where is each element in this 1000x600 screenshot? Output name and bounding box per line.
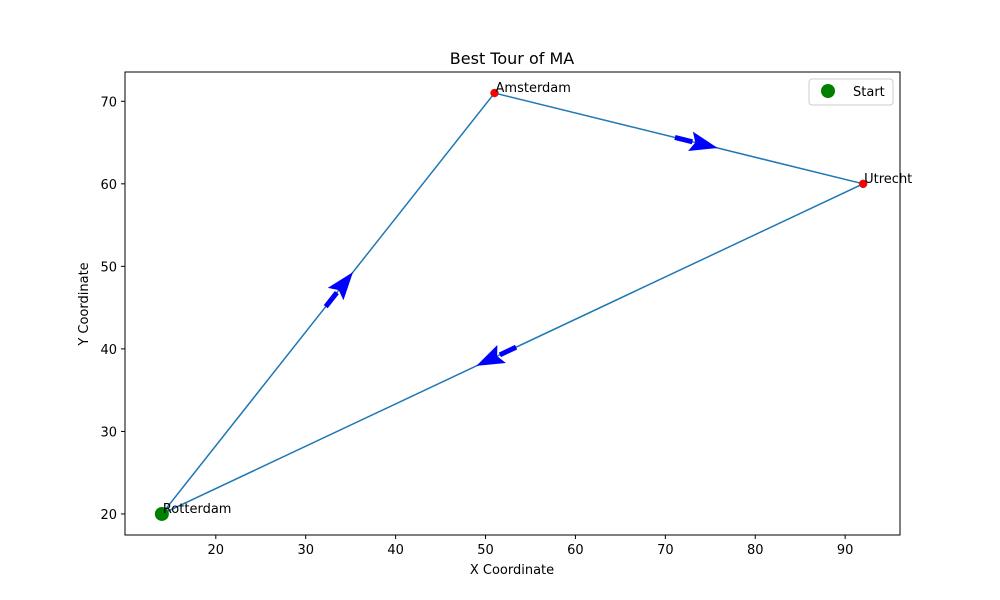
arrow-shaft — [498, 344, 518, 358]
axes-frame — [124, 71, 901, 536]
y-tick-label: 50 — [100, 260, 117, 275]
x-tick-label: 20 — [208, 543, 225, 558]
x-tick-label: 70 — [657, 543, 674, 558]
y-tick-label: 60 — [100, 178, 117, 193]
y-tick-label: 30 — [100, 425, 117, 440]
direction-arrow — [323, 272, 353, 309]
y-axis-ticks: 20 30 40 50 60 70 — [100, 95, 125, 523]
x-tick-label: 80 — [747, 543, 764, 558]
direction-arrow — [476, 344, 518, 366]
legend: Start — [808, 78, 894, 106]
arrow-shaft — [323, 290, 339, 309]
y-tick-label: 40 — [100, 343, 117, 358]
x-tick-label: 50 — [477, 543, 494, 558]
x-tick-label: 90 — [837, 543, 854, 558]
start-marker — [154, 506, 169, 521]
x-tick-label: 60 — [567, 543, 584, 558]
city-label: Rotterdam — [163, 502, 232, 517]
city-label: Utrecht — [864, 172, 912, 187]
arrow-head — [476, 344, 506, 366]
city-marker — [490, 88, 499, 98]
arrow-head — [327, 272, 353, 301]
tour-path — [161, 92, 866, 515]
city-label: Amsterdam — [496, 81, 571, 96]
city-marker — [858, 179, 868, 189]
x-tick-label: 30 — [297, 543, 314, 558]
x-axis-label: X Coordinate — [470, 563, 554, 578]
direction-arrow — [674, 131, 718, 152]
y-tick-label: 70 — [100, 95, 117, 110]
legend-start-label: Start — [853, 85, 885, 100]
legend-start-marker — [821, 84, 835, 98]
plot-area: Rotterdam Amsterdam Utrecht — [154, 81, 912, 521]
chart-title: Best Tour of MA — [450, 49, 574, 68]
y-tick-label: 20 — [100, 508, 117, 523]
arrow-shaft — [674, 135, 694, 145]
x-tick-label: 40 — [387, 543, 404, 558]
arrow-head — [688, 131, 718, 152]
y-axis-label: Y Coordinate — [77, 262, 92, 346]
x-axis-ticks: 20 30 40 50 60 70 80 90 — [208, 535, 854, 558]
